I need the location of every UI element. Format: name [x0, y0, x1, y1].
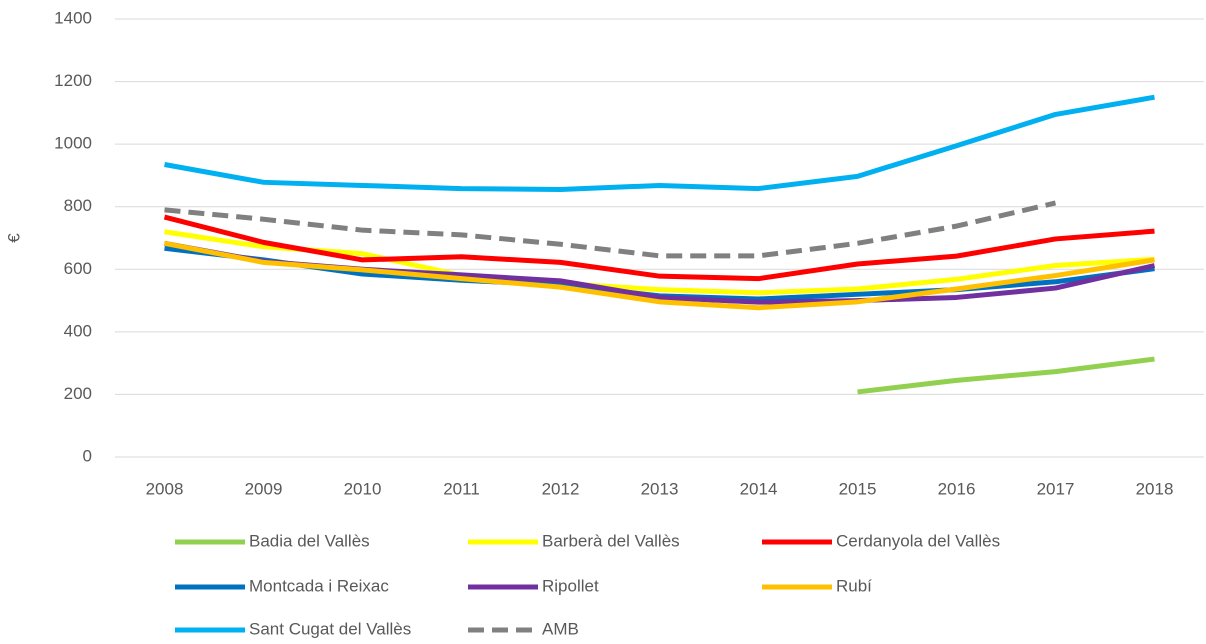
x-tick-label: 2011: [443, 479, 480, 498]
x-tick-label: 2009: [245, 479, 283, 498]
series-line: [164, 94, 1155, 193]
x-tick-label: 2010: [344, 479, 382, 498]
legend-label: AMB: [542, 619, 579, 638]
x-tick-label: 2016: [938, 479, 976, 498]
legend-label: Montcada i Reixac: [249, 576, 389, 595]
legend-label: Badia del Vallès: [249, 531, 370, 550]
legend-label: Rubí: [836, 576, 872, 595]
y-axis-label: €: [4, 233, 23, 243]
x-tick-label: 2017: [1037, 479, 1075, 498]
series-line: [163, 214, 1155, 282]
y-tick-label: 1400: [54, 8, 92, 27]
series-line: [164, 240, 1155, 311]
x-tick-label: 2012: [542, 479, 580, 498]
x-tick-label: 2018: [1136, 479, 1174, 498]
y-tick-label: 400: [64, 321, 92, 340]
series-line: [857, 356, 1155, 395]
x-tick-label: 2008: [146, 479, 184, 498]
series-line: [164, 229, 1155, 296]
legend-label: Cerdanyola del Vallès: [836, 531, 1000, 550]
x-tick-label: 2014: [740, 479, 778, 498]
y-tick-label: 200: [64, 384, 92, 403]
y-tick-label: 1000: [54, 134, 92, 153]
y-tick-label: 600: [64, 259, 92, 278]
legend-label: Ripollet: [542, 576, 599, 595]
legend-label: Barberà del Vallès: [542, 531, 680, 550]
x-tick-label: 2013: [641, 479, 679, 498]
x-tick-label: 2015: [839, 479, 877, 498]
y-tick-label: 1200: [54, 71, 92, 90]
y-tick-label: 800: [64, 196, 92, 215]
series-line: [164, 200, 1057, 259]
y-tick-label: 0: [83, 446, 92, 465]
legend-label: Sant Cugat del Vallès: [249, 619, 411, 638]
